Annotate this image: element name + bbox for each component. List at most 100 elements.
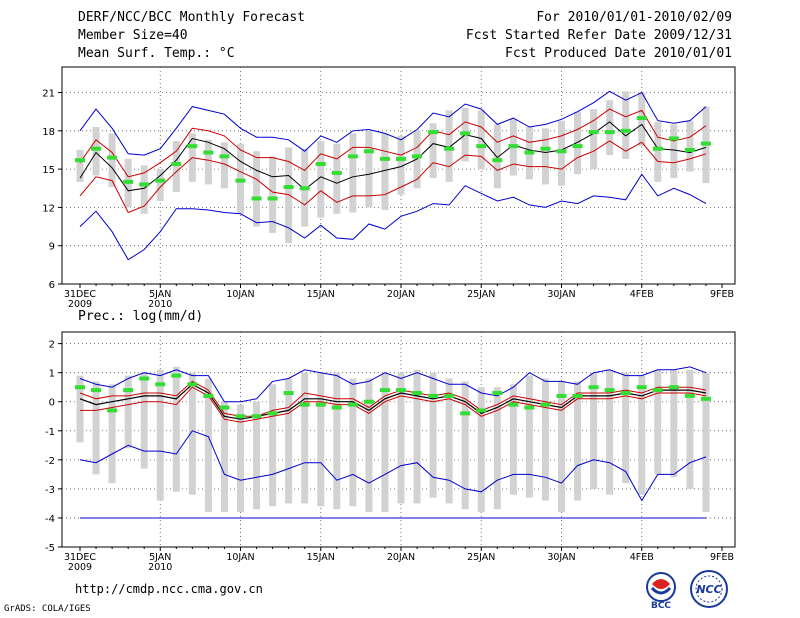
precip-panel-title: Prec.: log(mm/d) xyxy=(78,309,204,324)
temp-range-box xyxy=(156,169,164,202)
temp-median-marker xyxy=(363,149,374,154)
precip-range-box xyxy=(445,378,453,504)
variable-label: Mean Surf. Temp.: °C xyxy=(78,46,235,61)
precip-range-box xyxy=(622,372,630,484)
temp-median-marker xyxy=(508,144,519,149)
temp-range-box xyxy=(445,110,453,182)
precip-median-marker xyxy=(396,388,406,393)
precip-xtick-label: 20JAN xyxy=(387,552,415,563)
precip-median-marker xyxy=(508,402,519,407)
temp-median-marker xyxy=(476,144,487,149)
precip-lower-band-line xyxy=(80,386,707,423)
temp-ytick-label: 21 xyxy=(42,89,55,100)
temp-median-marker xyxy=(460,131,471,136)
temp-range-box xyxy=(349,133,357,213)
ncc-logo-text: NCC xyxy=(696,583,721,596)
precip-median-marker xyxy=(139,376,150,381)
temp-xtick-label: 30JAN xyxy=(547,289,575,300)
temp-median-marker xyxy=(428,130,439,135)
precip-median-marker xyxy=(267,411,278,416)
temp-range-box xyxy=(477,110,485,170)
temp-median-marker xyxy=(139,182,150,187)
precip-median-marker xyxy=(492,391,503,396)
precip-median-marker xyxy=(235,414,246,419)
bcc-logo: BCC xyxy=(640,568,682,614)
precip-median-marker xyxy=(572,393,583,398)
precip-range-box xyxy=(365,378,373,513)
precip-upper-band-line xyxy=(79,380,707,417)
temp-median-marker xyxy=(652,146,663,151)
temp-range-box xyxy=(220,142,228,189)
temp-median-marker xyxy=(556,149,567,154)
temp-median-marker xyxy=(315,162,326,167)
temp-xtick-label: 15JAN xyxy=(307,289,335,300)
precip-median-marker xyxy=(684,393,695,398)
precip-range-box xyxy=(686,369,694,489)
temp-xtick-label: 31DEC xyxy=(64,289,96,300)
temp-median-marker xyxy=(283,184,294,189)
precip-mean-line xyxy=(79,383,707,420)
temp-median-marker xyxy=(203,150,214,155)
precip-median-marker xyxy=(476,408,487,413)
temp-median-marker xyxy=(155,178,166,183)
start-date: Fcst Started Refer Date 2009/12/31 xyxy=(465,28,732,43)
precip-median-marker xyxy=(636,385,647,390)
temp-xtick-label: 20JAN xyxy=(387,289,415,300)
temp-range-box xyxy=(317,141,325,218)
precip-median-marker xyxy=(107,408,118,413)
precip-range-box xyxy=(509,384,517,495)
precip-range-box xyxy=(92,381,100,475)
precip-range-box xyxy=(301,372,309,504)
precip-range-box xyxy=(317,372,325,507)
temp-median-marker xyxy=(636,116,647,121)
precip-median-marker xyxy=(460,411,471,416)
precip-median-marker xyxy=(668,385,679,390)
precip-range-box xyxy=(333,372,341,510)
temp-range-box xyxy=(670,124,678,179)
temp-range-box xyxy=(686,120,694,172)
precip-range-box xyxy=(429,372,437,498)
temp-range-box xyxy=(606,100,614,156)
forecast-period: For 2010/01/01-2010/02/09 xyxy=(536,10,732,25)
temp-median-marker xyxy=(331,170,342,175)
temp-median-marker xyxy=(524,150,535,155)
precip-ytick-label: -1 xyxy=(45,427,55,438)
precip-range-box xyxy=(525,375,533,498)
precip-median-marker xyxy=(652,388,663,393)
temp-median-marker xyxy=(396,156,406,161)
precip-xtick-label: 15JAN xyxy=(307,552,335,563)
precip-median-marker xyxy=(700,396,711,401)
temp-median-marker xyxy=(91,146,102,151)
temp-median-marker xyxy=(107,155,118,160)
grads-credit: GrADS: COLA/IGES xyxy=(4,604,91,614)
precip-range-box xyxy=(590,372,598,489)
temp-median-marker xyxy=(412,154,423,159)
precip-range-box xyxy=(477,387,485,513)
precip-range-box xyxy=(285,378,293,504)
precip-median-marker xyxy=(412,391,423,396)
precip-xtick-label: 4FEB xyxy=(630,552,654,563)
precip-ytick-label: 1 xyxy=(49,369,55,380)
precip-median-marker xyxy=(588,385,599,390)
site-url[interactable]: http://cmdp.ncc.cma.gov.cn xyxy=(75,582,263,596)
temp-range-box xyxy=(76,149,84,182)
temp-lower-band-line xyxy=(79,140,707,214)
precip-range-box xyxy=(204,378,212,513)
temp-frame xyxy=(61,66,736,285)
precip-xtick-label: 9FEB xyxy=(710,552,734,563)
temp-ytick-label: 12 xyxy=(42,203,55,214)
precip-range-box xyxy=(108,384,116,484)
temp-range-box xyxy=(253,151,261,227)
temp-range-box xyxy=(429,123,437,179)
precip-median-marker xyxy=(379,388,390,393)
bcc-logo-text: BCC xyxy=(651,601,671,610)
temp-median-marker xyxy=(572,144,583,149)
temp-ytick-label: 6 xyxy=(49,280,55,291)
temp-median-marker xyxy=(219,154,230,159)
precip-range-box xyxy=(574,381,582,501)
precip-median-marker xyxy=(155,382,166,387)
temp-median-marker xyxy=(700,141,711,146)
temp-min-line xyxy=(79,173,707,261)
precip-median-marker xyxy=(540,402,551,407)
